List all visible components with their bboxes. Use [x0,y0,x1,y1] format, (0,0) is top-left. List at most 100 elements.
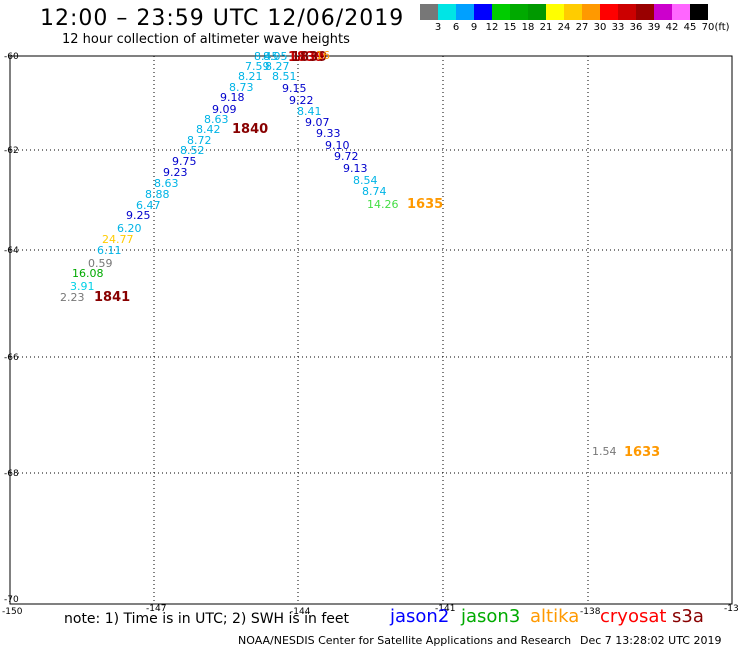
legend-tick-label: 6 [452,22,460,33]
lat-tick-label: -66 [4,353,19,363]
page-subtitle: 12 hour collection of altimeter wave hei… [62,32,350,47]
page-title: 12:00 – 23:59 UTC 12/06/2019 [40,6,405,31]
legend-tick-label: 24 [557,22,571,33]
legend-unit: (ft) [714,22,730,33]
wave-height-label: 9.10 [325,139,350,152]
legend-swatch [690,4,708,20]
legend-tick-label: 42 [665,22,679,33]
legend-tick-label: 3 [434,22,442,33]
legend-swatch [438,4,456,20]
legend-tick-label: 30 [593,22,607,33]
wave-height-label: 9.07 [305,116,330,129]
wave-height-label: 8.27 [265,60,290,73]
wave-height-label: 6.20 [117,222,142,235]
wave-height-label: 9.33 [316,127,341,140]
legend-swatch [582,4,600,20]
track-time-label: 1635 [407,197,443,212]
wave-height-label: 9.13 [343,162,368,175]
legend-swatch [600,4,618,20]
lon-tick-label: -144 [290,607,311,617]
legend-swatch [672,4,690,20]
wave-height-label: 8.73 [229,81,254,94]
track-time-label: 1841 [94,290,130,305]
legend-tick-label: 39 [647,22,661,33]
legend-tick-label: 36 [629,22,643,33]
wave-height-label: 9.09 [212,103,237,116]
wave-height-label: 8.54 [353,174,378,187]
lon-tick-label: -147 [146,604,166,614]
lat-tick-label: -62 [4,146,19,156]
legend-swatch [618,4,636,20]
legend-swatch [636,4,654,20]
legend-swatch [546,4,564,20]
wave-height-label: 9.15 [282,82,307,95]
wave-height-label: 8.45 [254,50,279,63]
legend-tick-label: 45 [683,22,697,33]
lat-tick-label: -64 [4,246,19,256]
legend-tick-label: 27 [575,22,589,33]
lon-tick-label: -141 [435,604,455,614]
wave-height-label: 7.59 [245,60,270,73]
footer-credit: NOAA/NESDIS Center for Satellite Applica… [238,634,572,647]
track-time-label: 1839 [288,50,324,65]
wave-height-label: 14.26 [367,198,399,211]
satellite-cryosat: cryosat [600,606,667,627]
track-time-label: 1840 [232,122,268,137]
satellite-altika: altika [530,606,580,627]
legend-tick-label: 33 [611,22,625,33]
track-time-label: 1633 [624,445,660,460]
wave-height-label: 8.72 [187,134,212,147]
legend-swatch [510,4,528,20]
legend-swatch [474,4,492,20]
wave-height-label: 24.77 [102,233,134,246]
legend-tick-label: 12 [485,22,499,33]
legend-tick-label: 21 [539,22,553,33]
wave-height-label: 8.21 [238,70,263,83]
legend-swatch [456,4,474,20]
wave-height-label: 6.11 [97,244,122,257]
legend-swatch [564,4,582,20]
wave-height-label: 9.23 [163,166,188,179]
wave-height-label: 9.18 [220,91,245,104]
wave-height-label: 9.22 [289,94,314,107]
lat-tick-label: -70 [4,595,19,605]
wave-height-label: 8.52 [180,144,205,157]
legend-tick-label: 15 [503,22,517,33]
track-time-label: 1839 [291,50,327,65]
color-legend: 3 6 9 12 15 18 21 24 27 30 33 36 39 42 45 70 (ft) [420,4,730,34]
lon-tick-label: -13 [724,604,739,614]
wave-height-label: 8.63 [204,113,229,126]
wave-height-label: 3.91 [70,280,95,293]
wave-height-label: 16.08 [72,267,104,280]
legend-swatch [492,4,510,20]
satellite-jason2: jason2 [390,606,450,627]
wave-height-label: 8.41 [297,105,322,118]
satellite-s3a: s3a [672,606,704,627]
wave-height-label: 0.59 [88,257,113,270]
wave-height-label: 9.75 [172,155,197,168]
legend-swatch [654,4,672,20]
lat-tick-label: -68 [4,469,19,479]
wave-height-label: 1.54 [592,445,617,458]
lat-tick-label: -60 [4,52,19,62]
legend-swatches [420,4,708,20]
wave-height-label: 16 [316,49,330,62]
lon-tick-label: -150 [2,607,23,617]
wave-height-label: 2.23 [60,291,85,304]
footer-note: note: 1) Time is in UTC; 2) SWH is in fe… [64,611,350,627]
legend-tick-labels: 3 6 9 12 15 18 21 24 27 30 33 36 39 42 45 70 (ft) [420,20,730,34]
legend-swatch [420,4,438,20]
wave-height-label: 8.42 [196,123,221,136]
satellite-jason3: jason3 [461,606,521,627]
legend-tick-label: 70 [701,22,715,33]
legend-tick-label: 18 [521,22,535,33]
legend-tick-label: 9 [470,22,478,33]
wave-height-label: 8.63 [154,177,179,190]
wave-height-label: 8.05 [263,50,288,63]
wave-height-label: 8.51 [272,70,297,83]
map-frame [9,55,733,605]
wave-height-label: 9.72 [334,150,359,163]
wave-height-label: 8.88 [145,188,170,201]
wave-height-label: 9.25 [126,209,151,222]
